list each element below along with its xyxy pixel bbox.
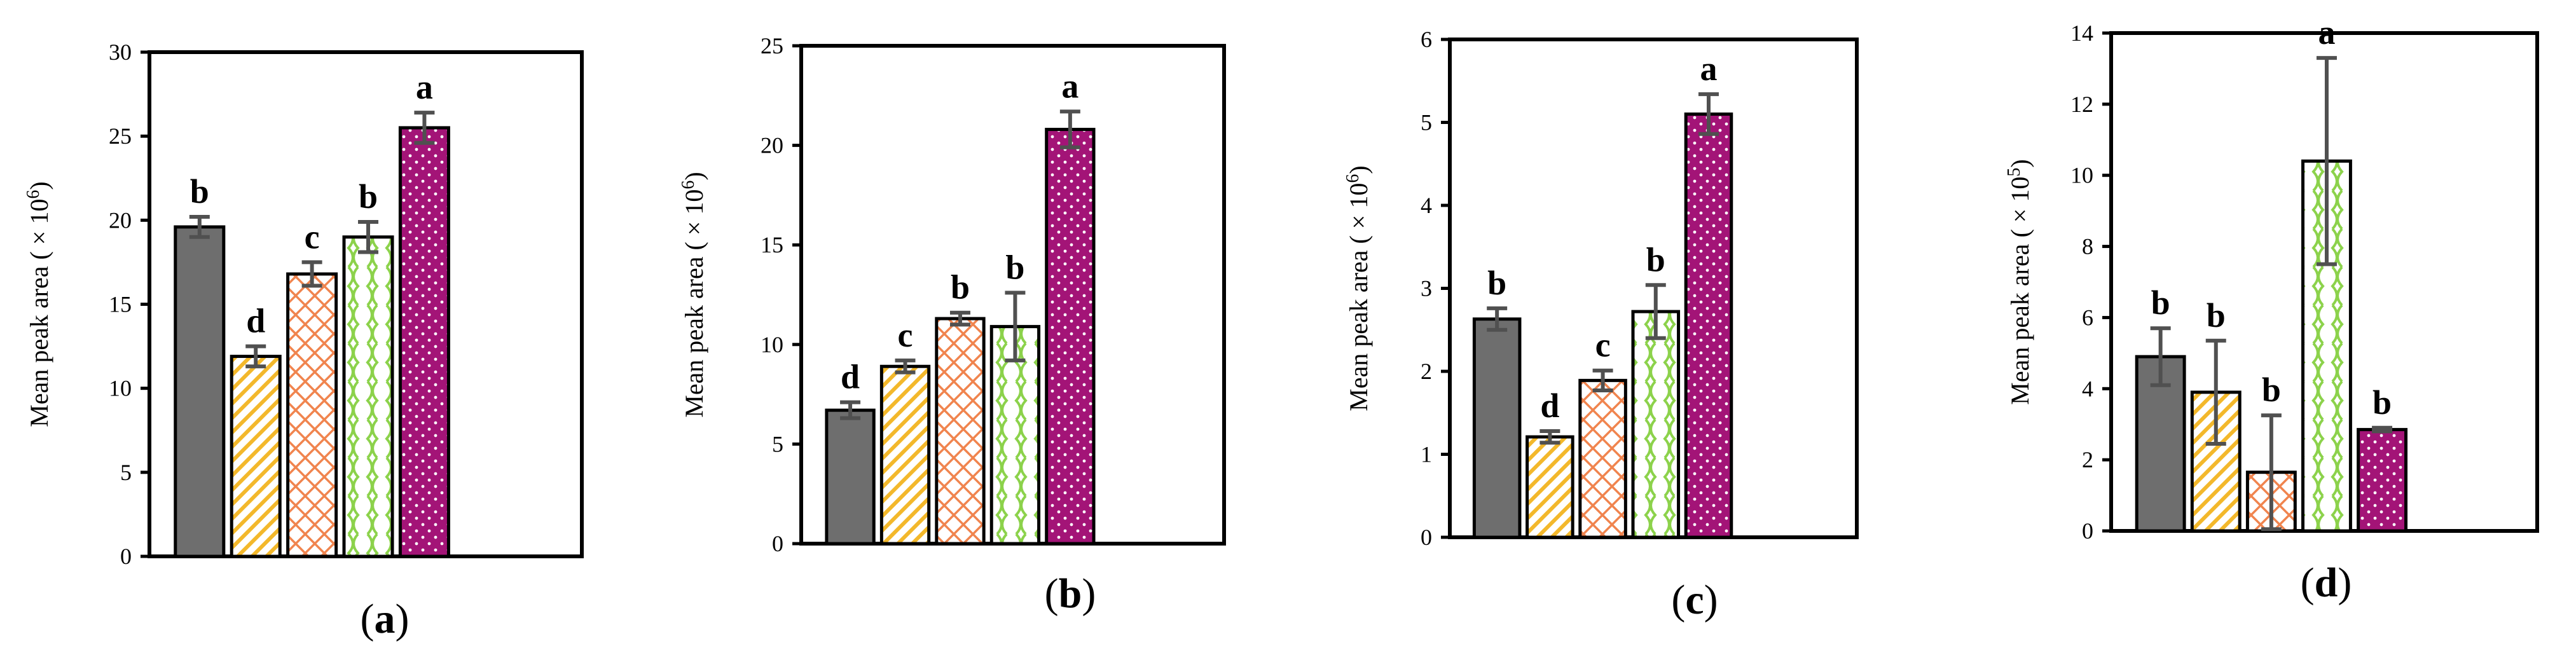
y-tick-label: 0 bbox=[1421, 525, 1432, 550]
error-bar bbox=[1645, 283, 1666, 340]
significance-letter: b bbox=[1005, 248, 1024, 286]
error-bar bbox=[358, 219, 379, 254]
y-tick-label: 0 bbox=[2082, 518, 2093, 544]
bar-yellow bbox=[881, 366, 929, 544]
y-tick-label: 4 bbox=[2082, 376, 2093, 401]
error-bar bbox=[301, 260, 322, 288]
y-tick-label: 25 bbox=[109, 123, 132, 149]
panel-caption: (a) bbox=[361, 596, 410, 642]
error-bar bbox=[189, 215, 210, 239]
y-tick-label: 5 bbox=[120, 460, 132, 485]
bar-grey bbox=[1474, 319, 1520, 537]
panel-caption: (c) bbox=[1671, 577, 1718, 623]
error-bar bbox=[2316, 56, 2337, 266]
y-axis-label: Mean peak area ( × 106) bbox=[1343, 165, 1373, 411]
error-bar bbox=[1539, 429, 1560, 445]
bar-orange bbox=[287, 273, 336, 556]
significance-letter: c bbox=[1595, 326, 1611, 364]
y-tick-label: 6 bbox=[2082, 305, 2093, 330]
error-bar bbox=[2261, 413, 2282, 532]
bar-green bbox=[344, 237, 393, 556]
y-tick-label: 2 bbox=[2082, 447, 2093, 472]
significance-letter: b bbox=[2262, 371, 2281, 409]
y-tick-label: 0 bbox=[120, 544, 132, 569]
significance-letter: d bbox=[1540, 387, 1559, 425]
panel-caption: (d) bbox=[2301, 560, 2352, 606]
y-axis-label: Mean peak area ( × 106) bbox=[678, 172, 708, 417]
significance-letter: c bbox=[305, 217, 320, 256]
y-tick-label: 6 bbox=[1421, 27, 1432, 52]
y-tick-label: 1 bbox=[1421, 442, 1432, 467]
error-bar bbox=[1698, 92, 1719, 136]
y-tick-label: 25 bbox=[761, 33, 783, 58]
y-tick-label: 5 bbox=[1421, 110, 1432, 135]
y-tick-label: 2 bbox=[1421, 359, 1432, 384]
y-axis-label: Mean peak area ( × 105) bbox=[2004, 159, 2034, 404]
significance-letter: b bbox=[2151, 284, 2170, 322]
significance-letter: b bbox=[359, 177, 378, 216]
y-tick-label: 4 bbox=[1421, 193, 1432, 218]
y-tick-label: 14 bbox=[2070, 20, 2093, 46]
bar-magenta bbox=[2358, 429, 2406, 531]
bar-magenta bbox=[400, 127, 449, 556]
y-tick-label: 20 bbox=[761, 133, 783, 158]
bar-orange bbox=[1580, 380, 1626, 537]
y-tick-label: 0 bbox=[772, 531, 783, 556]
bar-yellow bbox=[231, 356, 280, 556]
significance-letter: b bbox=[2207, 296, 2226, 334]
error-bar bbox=[2205, 338, 2226, 446]
significance-letter: a bbox=[2318, 13, 2335, 52]
y-tick-label: 10 bbox=[109, 376, 132, 401]
significance-letter: b bbox=[951, 268, 970, 306]
bar-yellow bbox=[1527, 437, 1573, 537]
significance-letter: c bbox=[898, 316, 913, 354]
error-bar bbox=[2150, 326, 2171, 387]
bar-grey bbox=[175, 226, 224, 556]
error-bar bbox=[895, 358, 916, 375]
bar-grey bbox=[826, 410, 874, 544]
significance-letter: b bbox=[1487, 264, 1506, 302]
error-bar bbox=[245, 344, 266, 369]
significance-letter: a bbox=[1700, 50, 1717, 88]
error-bar bbox=[949, 310, 970, 327]
y-tick-label: 10 bbox=[2070, 163, 2093, 188]
bar-magenta bbox=[1686, 114, 1732, 537]
significance-letter: d bbox=[841, 358, 860, 396]
error-bar bbox=[840, 400, 861, 420]
error-bar bbox=[2372, 425, 2393, 434]
bar-orange bbox=[936, 319, 984, 544]
significance-letter: b bbox=[1646, 240, 1665, 278]
error-bar bbox=[414, 111, 435, 145]
y-tick-label: 15 bbox=[761, 232, 783, 258]
bar-magenta bbox=[1046, 129, 1094, 544]
y-tick-label: 15 bbox=[109, 292, 132, 317]
error-bar bbox=[1592, 368, 1613, 393]
y-tick-label: 20 bbox=[109, 207, 132, 233]
error-bar bbox=[1487, 306, 1508, 332]
y-tick-label: 10 bbox=[761, 332, 783, 357]
panel-caption: (b) bbox=[1045, 570, 1096, 617]
significance-letter: d bbox=[246, 302, 265, 340]
significance-letter: a bbox=[1061, 67, 1078, 105]
significance-letter: b bbox=[190, 172, 209, 210]
bar-green bbox=[1633, 312, 1679, 537]
error-bar bbox=[1059, 109, 1080, 149]
significance-letter: b bbox=[2373, 383, 2392, 422]
significance-letter: a bbox=[416, 68, 433, 106]
y-tick-label: 5 bbox=[772, 431, 783, 457]
y-tick-label: 3 bbox=[1421, 276, 1432, 301]
bar-green bbox=[991, 326, 1039, 544]
panel-c: 0 1 2 3 4 5 6 Mean peak area ( × 106) b dc b a (c) bbox=[1343, 27, 1859, 623]
error-bar bbox=[1005, 291, 1026, 362]
y-axis-label: Mean peak area ( × 106) bbox=[24, 181, 53, 427]
y-tick-label: 12 bbox=[2070, 92, 2093, 117]
y-tick-label: 8 bbox=[2082, 234, 2093, 259]
y-tick-label: 30 bbox=[109, 39, 132, 65]
